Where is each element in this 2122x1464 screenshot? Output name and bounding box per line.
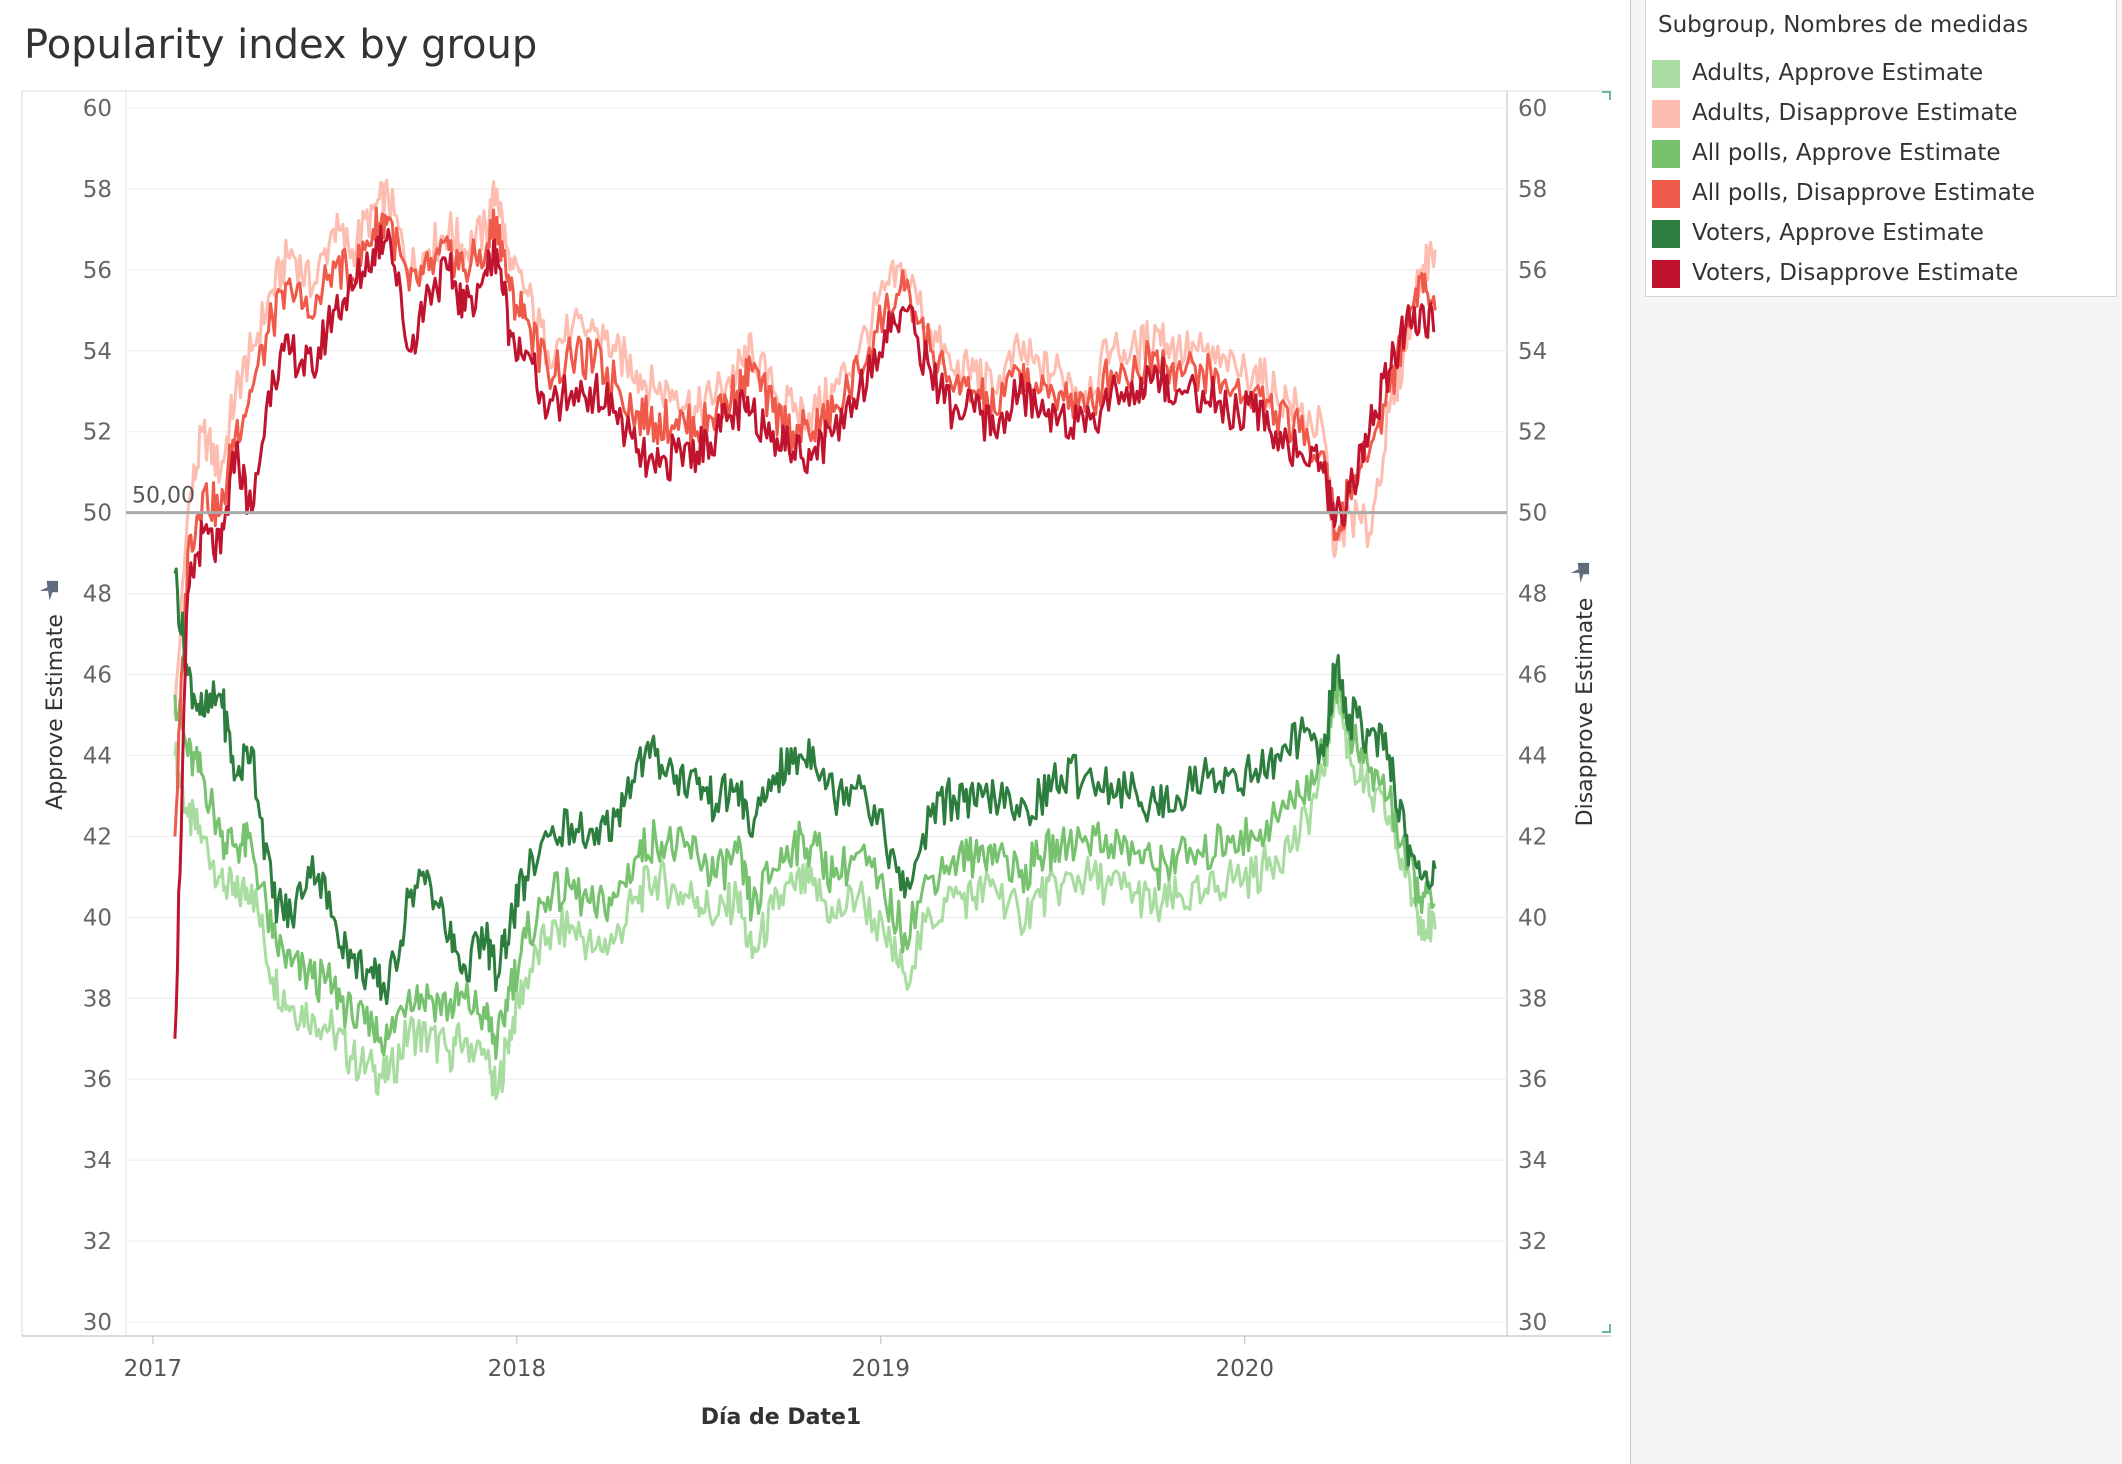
legend-item[interactable]: Voters, Approve Estimate (1652, 216, 2112, 252)
chart-area[interactable]: 60 60 58 58 56 56 54 54 52 52 50 50 48 48 46 46 44 44 42 42… (0, 0, 1630, 1464)
y-left-tick-label: 38 (83, 986, 112, 1012)
legend-title: Subgroup, Nombres de medidas (1658, 12, 2029, 38)
pin-icon (1570, 562, 1590, 583)
legend-swatch (1652, 180, 1680, 208)
series-line (173, 224, 1436, 1039)
legend-panel: Subgroup, Nombres de medidas Adults, App… (1630, 0, 2122, 1464)
y-left-tick-label: 50 (83, 501, 112, 527)
legend-swatch (1652, 220, 1680, 248)
legend-swatch (1652, 60, 1680, 88)
y-left-tick-label: 40 (83, 905, 112, 931)
legend-swatch (1652, 260, 1680, 288)
y-right-tick-label: 30 (1518, 1310, 1547, 1336)
legend-label: All polls, Approve Estimate (1692, 140, 2001, 166)
corner-mark (1602, 91, 1611, 100)
y-right-tick-label: 46 (1518, 663, 1547, 689)
legend-item[interactable]: Voters, Disapprove Estimate (1652, 256, 2112, 292)
y-left-tick-label: 34 (83, 1148, 112, 1174)
y-axis-title-left: Approve Estimate (43, 614, 68, 810)
legend-item[interactable]: Adults, Disapprove Estimate (1652, 96, 2112, 132)
y-right-tick-label: 54 (1518, 339, 1547, 365)
y-right-tick-label: 34 (1518, 1148, 1547, 1174)
series-line (173, 178, 1437, 716)
x-tick-label: 2017 (124, 1356, 183, 1382)
x-tick-label: 2018 (488, 1356, 547, 1382)
y-right-tick-label: 40 (1518, 905, 1547, 931)
y-left-tick-label: 52 (83, 420, 112, 446)
y-left-tick-label: 56 (83, 258, 112, 284)
legend-item[interactable]: All polls, Approve Estimate (1652, 136, 2112, 172)
y-right-tick-label: 44 (1518, 743, 1547, 769)
y-right-tick-label: 56 (1518, 258, 1547, 284)
legend: Subgroup, Nombres de medidas Adults, App… (1645, 0, 2117, 297)
y-right-tick-label: 38 (1518, 986, 1547, 1012)
x-tick-label: 2020 (1215, 1356, 1274, 1382)
pin-icon (39, 580, 59, 601)
y-left-tick-label: 32 (83, 1229, 112, 1255)
y-left-tick-label: 58 (83, 177, 112, 203)
y-left-tick-label: 36 (83, 1067, 112, 1093)
series-line (173, 669, 1437, 1101)
legend-label: Adults, Approve Estimate (1692, 60, 1984, 86)
series-line (173, 667, 1436, 1061)
series-line (173, 567, 1437, 1006)
x-tick-label: 2019 (852, 1356, 911, 1382)
corner-mark (1602, 1324, 1611, 1333)
y-right-tick-label: 32 (1518, 1229, 1547, 1255)
y-right-tick-label: 36 (1518, 1067, 1547, 1093)
y-right-tick-label: 42 (1518, 824, 1547, 850)
legend-swatch (1652, 100, 1680, 128)
y-right-tick-label: 48 (1518, 582, 1547, 608)
reference-line-label: 50,00 (132, 484, 195, 509)
y-right-tick-label: 50 (1518, 501, 1547, 527)
legend-label: Voters, Approve Estimate (1692, 220, 1984, 246)
y-left-tick-label: 42 (83, 824, 112, 850)
y-left-tick-label: 46 (83, 663, 112, 689)
x-axis-title: Día de Date1 (701, 1405, 862, 1430)
legend-item[interactable]: Adults, Approve Estimate (1652, 56, 2112, 92)
y-right-tick-label: 58 (1518, 177, 1547, 203)
line-chart[interactable]: 60 60 58 58 56 56 54 54 52 52 50 50 48 48 46 46 44 44 42 42… (0, 0, 1630, 1464)
series-line (173, 206, 1437, 837)
y-right-tick-label: 60 (1518, 96, 1547, 122)
y-left-tick-label: 48 (83, 582, 112, 608)
y-left-tick-label: 54 (83, 339, 112, 365)
y-left-tick-label: 44 (83, 743, 112, 769)
y-left-tick-label: 30 (83, 1310, 112, 1336)
legend-label: Adults, Disapprove Estimate (1692, 100, 2018, 126)
y-left-tick-label: 60 (83, 96, 112, 122)
y-right-tick-label: 52 (1518, 420, 1547, 446)
chart-title: Popularity index by group (24, 22, 538, 68)
legend-swatch (1652, 140, 1680, 168)
y-axis-title-right: Disapprove Estimate (1573, 598, 1598, 827)
legend-label: All polls, Disapprove Estimate (1692, 180, 2035, 206)
legend-item[interactable]: All polls, Disapprove Estimate (1652, 176, 2112, 212)
legend-label: Voters, Disapprove Estimate (1692, 260, 2019, 286)
